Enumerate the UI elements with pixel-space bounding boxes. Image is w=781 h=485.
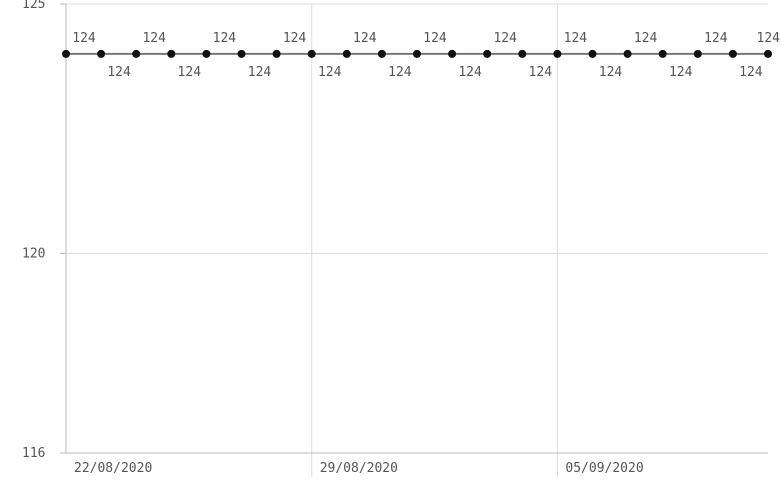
data-point xyxy=(588,49,597,58)
data-labels: 124 124 124 124 124 124 124 124 124 124 124 124 124 1… xyxy=(72,31,780,80)
data-label: 124 xyxy=(493,31,517,46)
data-label: 124 xyxy=(634,31,658,46)
data-label: 124 xyxy=(283,31,307,46)
data-point xyxy=(518,49,527,58)
data-label: 124 xyxy=(248,65,272,80)
x-tick-label: 05/09/2020 xyxy=(565,461,643,476)
data-label: 124 xyxy=(388,65,412,80)
data-label: 124 xyxy=(318,65,342,80)
data-point xyxy=(413,49,421,58)
data-label: 124 xyxy=(142,31,166,46)
data-point xyxy=(658,49,667,58)
data-point xyxy=(62,49,70,58)
data-label: 124 xyxy=(458,65,482,80)
data-label: 124 xyxy=(669,65,693,80)
data-label: 124 xyxy=(213,31,237,46)
data-point xyxy=(307,49,316,58)
data-point xyxy=(448,49,457,58)
y-tick-label: 125 xyxy=(22,0,45,12)
data-point xyxy=(97,49,106,58)
data-label: 124 xyxy=(178,65,202,80)
data-point xyxy=(623,49,632,58)
data-point xyxy=(167,49,176,58)
data-point xyxy=(693,49,702,58)
data-point xyxy=(377,49,386,58)
data-point xyxy=(764,49,772,58)
data-point xyxy=(483,49,492,58)
data-point xyxy=(342,49,351,58)
data-label: 124 xyxy=(704,31,728,46)
data-point xyxy=(132,49,141,58)
data-label: 124 xyxy=(564,31,588,46)
x-tick-label: 29/08/2020 xyxy=(320,461,398,476)
data-label: 124 xyxy=(107,65,131,80)
data-label: 124 xyxy=(72,31,96,46)
data-point xyxy=(202,49,211,58)
data-point xyxy=(272,49,281,58)
data-label: 124 xyxy=(423,31,447,46)
data-label: 124 xyxy=(529,65,553,80)
data-point xyxy=(553,49,562,58)
data-points xyxy=(62,49,772,58)
axes: 125 120 116 22/08/2020 29/08/2020 05/09/2020 xyxy=(22,0,768,476)
data-label: 124 xyxy=(353,31,377,46)
data-point xyxy=(237,49,246,58)
data-point xyxy=(728,49,737,58)
data-label: 124 xyxy=(739,65,763,80)
grid xyxy=(66,3,768,477)
data-label: 124 xyxy=(599,65,623,80)
y-tick-label: 116 xyxy=(22,446,45,461)
x-tick-label: 22/08/2020 xyxy=(74,461,152,476)
y-tick-label: 120 xyxy=(22,246,45,261)
data-label: 124 xyxy=(757,31,781,46)
